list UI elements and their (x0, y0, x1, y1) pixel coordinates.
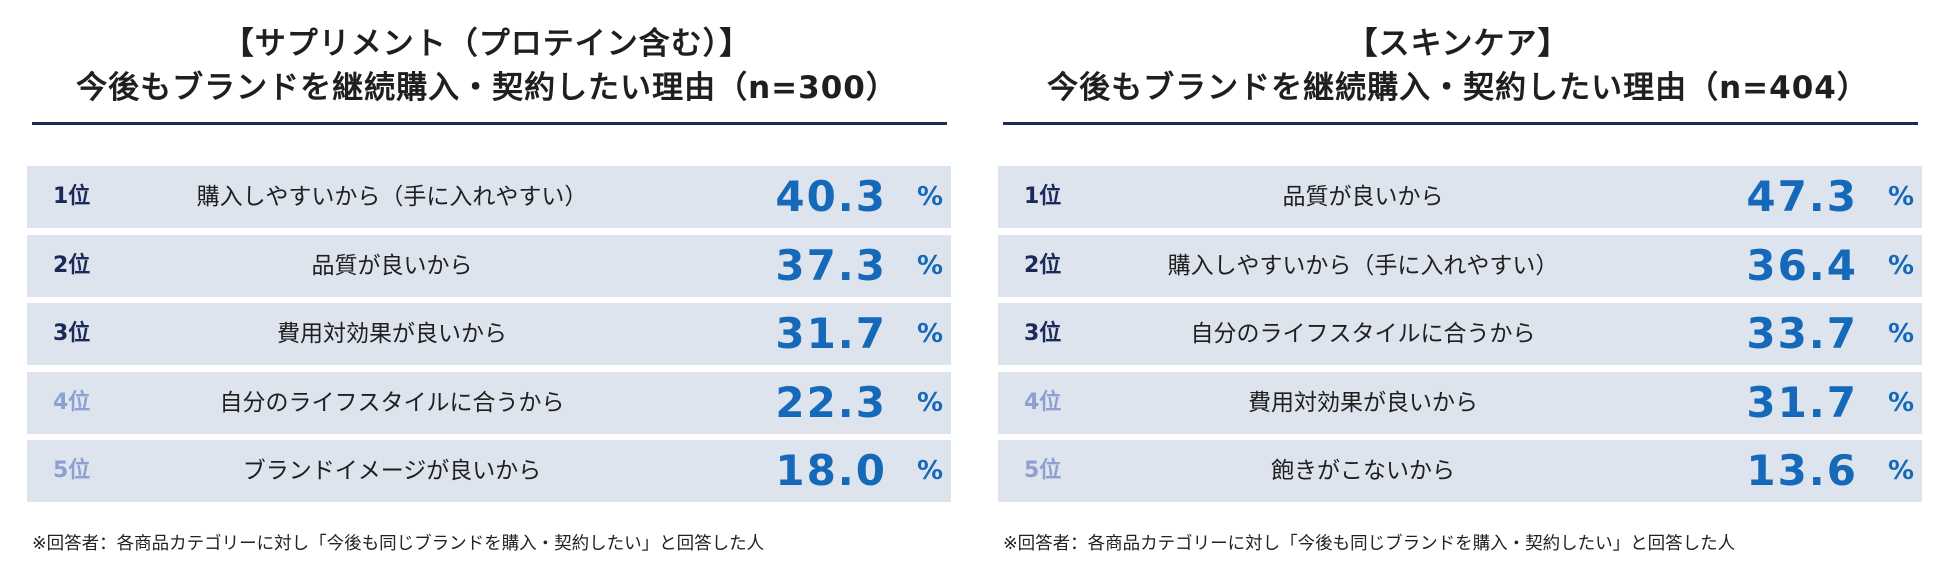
percent-value: 40.3 (775, 172, 887, 221)
percent-unit: % (1887, 319, 1914, 349)
panel-subtitle: 今後もブランドを継続購入・契約したい理由（n=300） (76, 70, 898, 106)
supplement-ranking-panel: 【サプリメント（プロテイン含む）】 今後もブランドを継続購入・契約したい理由（n… (27, 0, 951, 578)
percent-value: 47.3 (1746, 172, 1858, 221)
ranking-row: 3位 費用対効果が良いから 31.7 % (27, 303, 951, 365)
percent-value: 33.7 (1746, 309, 1858, 358)
reason-label: 飽きがこないから (1271, 458, 1455, 484)
rank-label: 3位 (1024, 321, 1062, 346)
ranking-row: 4位 自分のライフスタイルに合うから 22.3 % (27, 371, 951, 434)
ranking-row: 4位 費用対効果が良いから 31.7 % (998, 371, 1922, 434)
reason-label: 費用対効果が良いから (277, 321, 507, 347)
percent-unit: % (1887, 182, 1914, 212)
footnote: ※回答者：各商品カテゴリーに対し「今後も同じブランドを購入・契約したい」と回答し… (32, 534, 765, 554)
rank-label: 1位 (53, 184, 91, 209)
reason-label: 自分のライフスタイルに合うから (219, 389, 565, 416)
ranking-row: 1位 購入しやすいから（手に入れやすい） 40.3 % (27, 166, 951, 228)
rank-label: 2位 (53, 252, 91, 278)
reason-label: ブランドイメージが良いから (242, 458, 542, 484)
panel-title-block: 【スキンケア】 今後もブランドを継続購入・契約したい理由（n=404） (998, 22, 1918, 110)
panel-title: 【スキンケア】 (1346, 26, 1570, 62)
reason-label: 費用対効果が良いから (1248, 389, 1478, 416)
ranking-row: 2位 品質が良いから 37.3 % (27, 234, 951, 297)
percent-unit: % (916, 456, 943, 486)
panel-title: 【サプリメント（プロテイン含む）】 (222, 26, 752, 62)
percent-unit: % (916, 387, 943, 418)
skincare-ranking-panel: 【スキンケア】 今後もブランドを継続購入・契約したい理由（n=404） 1位 品… (998, 0, 1922, 578)
panel-title-block: 【サプリメント（プロテイン含む）】 今後もブランドを継続購入・契約したい理由（n… (27, 22, 947, 110)
ranking-row: 1位 品質が良いから 47.3 % (998, 166, 1922, 228)
ranking-row: 5位 ブランドイメージが良いから 18.0 % (27, 440, 951, 502)
percent-unit: % (1887, 456, 1914, 486)
ranking-row: 3位 自分のライフスタイルに合うから 33.7 % (998, 303, 1922, 365)
percent-value: 36.4 (1746, 240, 1858, 290)
rank-label: 4位 (1024, 389, 1062, 415)
ranking-table: 1位 品質が良いから 47.3 % 2位 購入しやすいから（手に入れやすい） 3… (998, 166, 1922, 509)
reason-label: 購入しやすいから（手に入れやすい） (196, 184, 588, 210)
rank-label: 2位 (1024, 252, 1062, 278)
reason-label: 品質が良いから (1282, 184, 1444, 210)
reason-label: 自分のライフスタイルに合うから (1190, 321, 1536, 347)
percent-unit: % (916, 250, 943, 281)
footnote: ※回答者：各商品カテゴリーに対し「今後も同じブランドを購入・契約したい」と回答し… (1003, 534, 1736, 554)
percent-value: 22.3 (775, 377, 887, 427)
percent-unit: % (916, 182, 943, 212)
panel-subtitle: 今後もブランドを継続購入・契約したい理由（n=404） (1047, 70, 1869, 106)
percent-value: 18.0 (775, 446, 887, 495)
ranking-row: 2位 購入しやすいから（手に入れやすい） 36.4 % (998, 234, 1922, 297)
title-underline (1003, 122, 1918, 125)
title-underline (32, 122, 947, 125)
percent-value: 13.6 (1746, 446, 1858, 495)
percent-value: 37.3 (775, 240, 887, 290)
rank-label: 5位 (53, 458, 91, 483)
percent-unit: % (1887, 387, 1914, 418)
ranking-table: 1位 購入しやすいから（手に入れやすい） 40.3 % 2位 品質が良いから 3… (27, 166, 951, 509)
percent-unit: % (916, 319, 943, 349)
rank-label: 3位 (53, 321, 91, 346)
reason-label: 品質が良いから (311, 252, 473, 279)
ranking-row: 5位 飽きがこないから 13.6 % (998, 440, 1922, 502)
percent-value: 31.7 (775, 309, 887, 358)
percent-value: 31.7 (1746, 377, 1858, 427)
rank-label: 4位 (53, 389, 91, 415)
reason-label: 購入しやすいから（手に入れやすい） (1167, 252, 1559, 279)
rank-label: 1位 (1024, 184, 1062, 209)
rank-label: 5位 (1024, 458, 1062, 483)
percent-unit: % (1887, 250, 1914, 281)
